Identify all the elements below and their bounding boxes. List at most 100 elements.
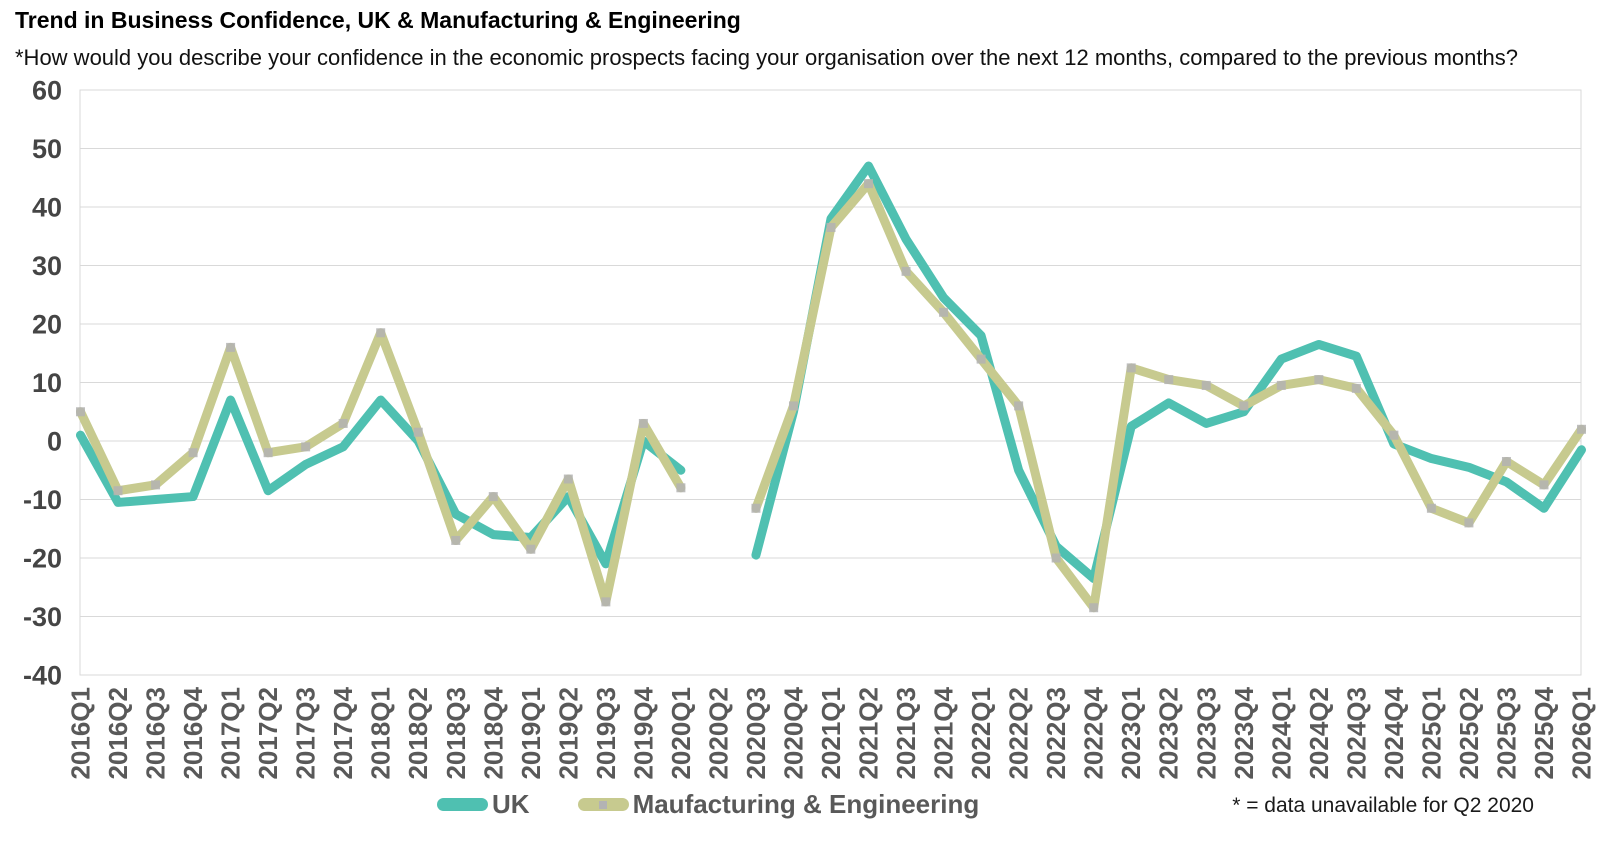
manufacturing-legend-label: Maufacturing & Engineering	[632, 789, 980, 819]
x-axis-tick-label: 2016Q1	[66, 687, 96, 780]
data-point-marker	[939, 307, 949, 317]
data-point-marker	[976, 354, 986, 364]
data-point-marker	[788, 401, 798, 411]
plot-border	[79, 89, 1582, 676]
x-axis-tick-label: 2025Q3	[1491, 687, 1521, 780]
x-axis-tick-label: 2019Q3	[591, 687, 621, 780]
data-point-marker	[1276, 380, 1286, 390]
data-point-marker	[263, 448, 273, 458]
data-point-marker	[1164, 375, 1174, 385]
x-axis-tick-label: 2025Q4	[1529, 686, 1559, 779]
x-axis-tick-label: 2021Q4	[929, 686, 959, 779]
series-line-uk	[751, 161, 1586, 583]
y-axis-tick-label: 0	[47, 427, 62, 457]
x-axis-tick-label: 2020Q2	[703, 687, 733, 780]
square-marker-icon	[599, 800, 608, 809]
uk-line-swatch	[437, 798, 488, 811]
x-axis-tick-label: 2021Q1	[816, 687, 846, 780]
x-axis-tick-label: 2020Q4	[778, 686, 808, 779]
chart-subtitle: *How would you describe your confidence …	[15, 45, 1518, 70]
x-axis-tick-label: 2018Q3	[441, 687, 471, 780]
x-axis-tick-label: 2019Q2	[553, 687, 583, 780]
manufacturing-line-swatch	[577, 798, 629, 811]
chart-title: Trend in Business Confidence, UK & Manuf…	[15, 7, 741, 33]
y-axis-tick-label: -20	[23, 544, 62, 574]
x-axis-tick-label: 2018Q1	[366, 687, 396, 780]
data-point-marker	[526, 544, 536, 554]
y-axis-tick-label: 60	[32, 76, 62, 106]
y-axis-tick-label: -10	[23, 485, 62, 515]
data-point-marker	[1051, 553, 1061, 563]
x-axis-tick-label: 2025Q1	[1416, 687, 1446, 780]
series-line-manufacturing	[76, 328, 686, 607]
data-point-marker	[451, 535, 461, 545]
x-axis-tick-label: 2016Q2	[103, 687, 133, 780]
legend: UK Maufacturing & Engineering	[437, 789, 979, 820]
data-point-marker	[76, 407, 85, 417]
data-point-marker	[1239, 401, 1249, 411]
data-point-marker	[1389, 430, 1399, 440]
x-axis-tick-label: 2025Q2	[1454, 687, 1484, 780]
data-point-marker	[1014, 401, 1024, 411]
y-axis-tick-label: 10	[32, 368, 62, 398]
data-point-marker	[1351, 383, 1361, 393]
x-axis-tick-label: 2022Q1	[966, 687, 996, 780]
x-axis-tick-label: 2022Q2	[1004, 687, 1034, 780]
data-point-marker	[113, 486, 123, 496]
x-axis-tick-label: 2023Q3	[1191, 687, 1221, 780]
data-point-marker	[751, 503, 761, 513]
data-point-marker	[488, 492, 498, 502]
x-axis-tick-label: 2023Q1	[1116, 687, 1146, 780]
data-point-marker	[188, 448, 198, 458]
x-axis-tick-label: 2018Q4	[478, 686, 508, 779]
series-line-manufacturing	[751, 179, 1586, 613]
x-axis-tick-label: 2019Q1	[516, 687, 546, 780]
y-axis-tick-label: 30	[32, 251, 62, 281]
x-axis-tick-label: 2016Q4	[178, 686, 208, 779]
data-point-marker	[1314, 375, 1324, 385]
x-axis-tick-label: 2018Q2	[403, 687, 433, 780]
x-axis-tick-label: 2016Q3	[141, 687, 171, 780]
x-axis-tick-label: 2017Q3	[291, 687, 321, 780]
x-axis-tick-label: 2024Q4	[1379, 686, 1409, 779]
x-axis-tick-label: 2021Q3	[891, 687, 921, 780]
x-axis-tick-label: 2022Q4	[1079, 686, 1109, 779]
legend-item-uk: UK	[437, 789, 530, 820]
data-point-marker	[1577, 424, 1586, 434]
data-point-marker	[864, 179, 874, 189]
data-point-marker	[1426, 503, 1436, 513]
y-axis-tick-label: -40	[23, 661, 62, 691]
data-point-marker	[338, 418, 348, 428]
y-axis-tick-label: 40	[32, 193, 62, 223]
x-axis-tick-label: 2020Q1	[666, 687, 696, 780]
x-axis-tick-label: 2020Q3	[741, 687, 771, 780]
x-axis-tick-label: 2023Q2	[1154, 687, 1184, 780]
x-axis-tick-label: 2026Q1	[1567, 687, 1597, 780]
x-axis-tick-label: 2023Q4	[1229, 686, 1259, 779]
x-axis-tick-label: 2021Q2	[854, 687, 884, 780]
data-point-marker	[638, 418, 648, 428]
data-point-marker	[151, 480, 161, 490]
y-axis-tick-label: 50	[32, 134, 62, 164]
data-point-marker	[1501, 456, 1511, 466]
x-axis-tick-label: 2024Q3	[1341, 687, 1371, 780]
uk-legend-label: UK	[492, 789, 530, 819]
data-point-marker	[1126, 363, 1136, 373]
missing-data-footnote: * = data unavailable for Q2 2020	[1232, 794, 1534, 817]
data-point-marker	[1464, 518, 1474, 528]
data-point-marker	[901, 266, 911, 276]
y-axis-tick-label: -30	[23, 602, 62, 632]
x-axis-tick-label: 2017Q1	[216, 687, 246, 780]
y-axis-tick-label: 20	[32, 310, 62, 340]
x-axis-tick-label: 2022Q3	[1041, 687, 1071, 780]
data-point-marker	[1089, 603, 1099, 613]
data-point-marker	[563, 474, 573, 484]
data-point-marker	[413, 427, 423, 437]
data-point-marker	[376, 328, 386, 338]
data-point-marker	[676, 483, 686, 493]
x-axis-tick-label: 2024Q2	[1304, 687, 1334, 780]
x-axis-tick-label: 2017Q2	[253, 687, 283, 780]
data-point-marker	[826, 222, 836, 232]
